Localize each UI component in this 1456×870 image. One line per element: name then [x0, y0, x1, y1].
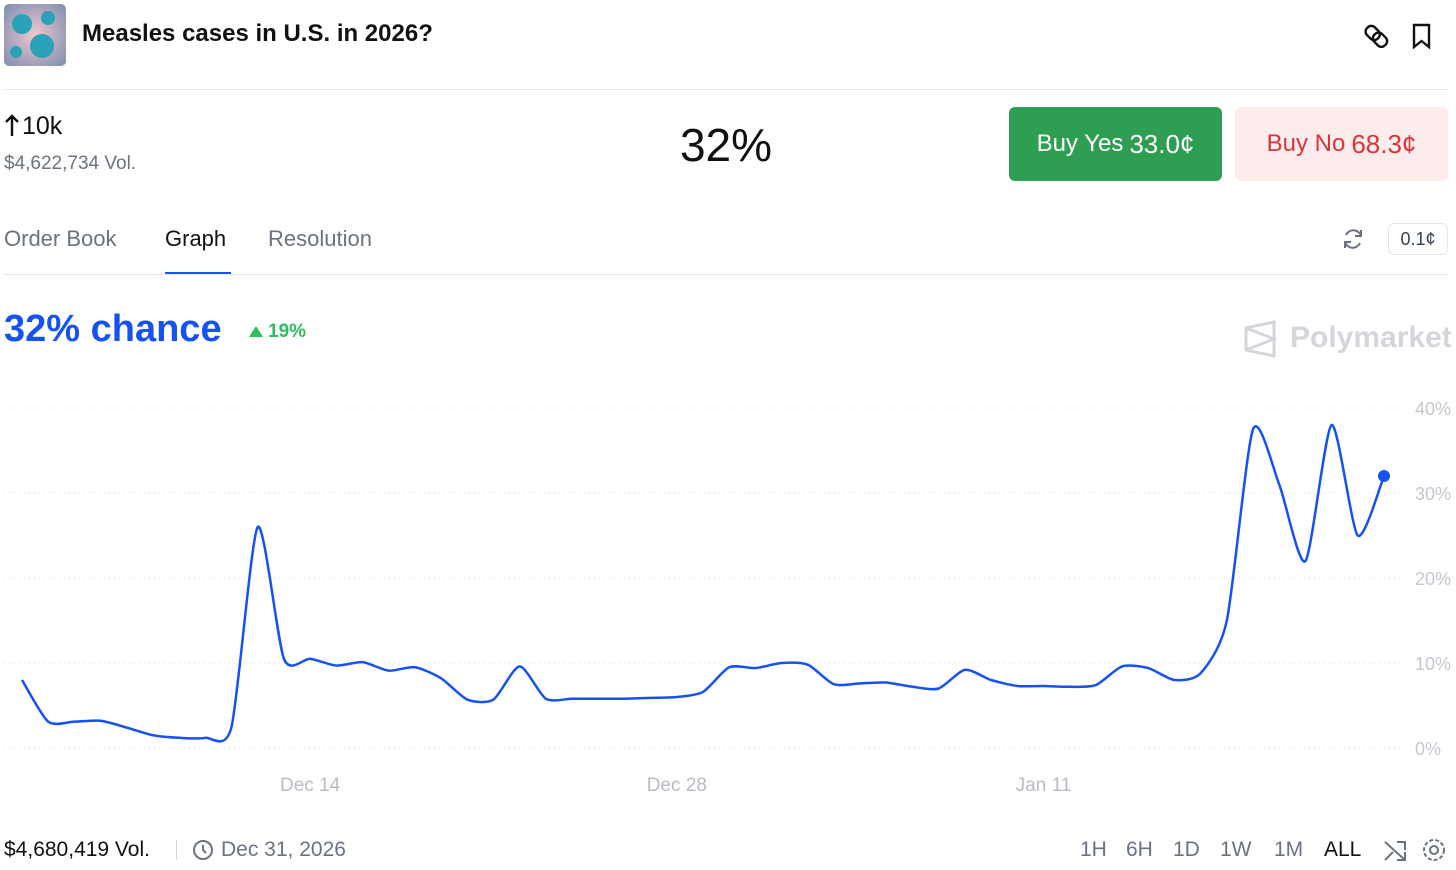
- tick-size-button[interactable]: 0.1¢: [1388, 223, 1448, 255]
- buy-yes-label: Buy Yes: [1036, 130, 1124, 157]
- tab-underline: [165, 272, 231, 275]
- market-volume: $4,622,734 Vol.: [4, 153, 137, 174]
- chart: 0% 10% 20% 30% 40% Dec 14 Dec 28 Jan 11: [4, 399, 1451, 796]
- header-icons[interactable]: [1364, 22, 1440, 50]
- buy-yes-button[interactable]: Buy Yes 33.0¢: [1009, 107, 1222, 181]
- market-title: Measles cases in U.S. in 2026?: [82, 20, 433, 47]
- buy-no-button[interactable]: Buy No 68.3¢: [1235, 107, 1448, 181]
- clock-icon: [193, 840, 213, 860]
- tab-active[interactable]: Graph: [165, 226, 227, 251]
- chance-headline: 32% chance: [4, 308, 222, 350]
- x-tick-label: Jan 11: [1016, 775, 1072, 796]
- market-thumbnail: [4, 4, 66, 66]
- separator: [176, 840, 177, 860]
- tab[interactable]: Resolution: [268, 226, 372, 251]
- y-tick-label: 10%: [1415, 654, 1451, 674]
- chart-settings-icons[interactable]: [1383, 838, 1449, 864]
- chance-change: 19%: [268, 321, 307, 342]
- y-tick-label: 40%: [1415, 399, 1451, 419]
- x-tick-label: Dec 28: [647, 775, 707, 796]
- footer-volume: $4,680,419 Vol.: [4, 838, 150, 861]
- end-date: Dec 31, 2026: [221, 838, 346, 861]
- y-tick-label: 30%: [1415, 484, 1451, 504]
- tab[interactable]: Order Book: [4, 226, 117, 251]
- last-point: [1378, 470, 1390, 482]
- range-button[interactable]: 6H: [1126, 838, 1153, 861]
- x-tick-label: Dec 14: [280, 775, 341, 796]
- buy-no-label: Buy No: [1266, 130, 1346, 157]
- divider: [4, 89, 1448, 90]
- change-amount: 10k: [22, 112, 63, 140]
- market-probability: 32%: [679, 119, 773, 171]
- price-line: [20, 423, 1386, 743]
- range-button[interactable]: 1D: [1173, 838, 1200, 861]
- buy-no-price: 68.3¢: [1351, 128, 1417, 159]
- watermark: Polymarket: [1290, 321, 1452, 354]
- polymarket-logo: [1244, 320, 1277, 358]
- up-triangle: [249, 326, 263, 337]
- arrow-up-icon: [5, 114, 19, 136]
- range-button[interactable]: 1W: [1220, 838, 1252, 861]
- y-tick-label: 20%: [1415, 569, 1451, 589]
- range-button[interactable]: 1H: [1080, 838, 1107, 861]
- y-tick-label: 0%: [1415, 739, 1441, 759]
- refresh-icon[interactable]: [1341, 227, 1365, 251]
- range-button-active[interactable]: ALL: [1324, 838, 1362, 861]
- divider: [4, 274, 1448, 275]
- range-button[interactable]: 1M: [1274, 838, 1304, 861]
- buy-yes-price: 33.0¢: [1129, 128, 1195, 159]
